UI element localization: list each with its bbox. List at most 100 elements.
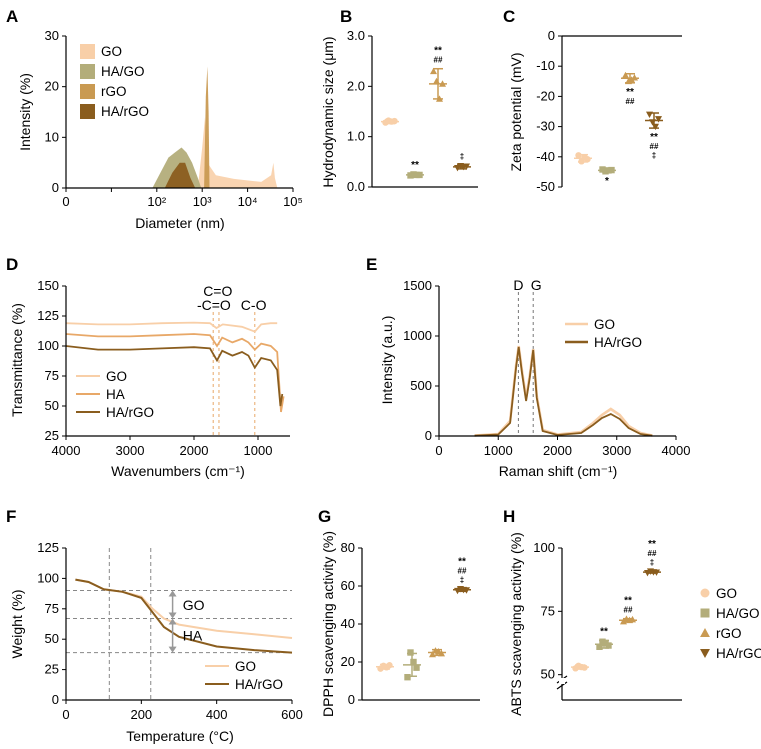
x-tick-label: 1000 xyxy=(244,443,273,458)
legend-label: HA/rGO xyxy=(594,335,642,350)
data-point xyxy=(386,662,393,669)
data-point xyxy=(608,166,615,174)
arrow-head xyxy=(168,590,177,597)
significance-label: ** xyxy=(648,539,656,550)
data-point xyxy=(621,71,630,79)
legend-label: GO xyxy=(101,44,122,59)
y-tick-label: 500 xyxy=(410,378,432,393)
legend-swatch xyxy=(80,44,95,59)
panel-h-ylabel: ABTS scavenging activity (%) xyxy=(508,532,524,716)
panel-label-e: E xyxy=(366,255,377,274)
panel-a-xlabel: Diameter (nm) xyxy=(135,215,224,231)
x-tick-label: 400 xyxy=(206,707,228,722)
legend-label: rGO xyxy=(101,84,127,99)
legend-label: GO xyxy=(235,659,256,674)
arrow-head xyxy=(168,618,177,625)
data-point xyxy=(654,116,663,123)
legend-swatch xyxy=(80,84,95,99)
legend-label: GO xyxy=(106,369,127,384)
y-tick-label: -20 xyxy=(536,88,555,103)
y-tick-label: 1500 xyxy=(403,278,432,293)
x-tick-label: 10⁵ xyxy=(283,194,303,209)
data-point xyxy=(410,658,417,666)
panel-b-ylabel: Hydrodynamic size (μm) xyxy=(320,36,336,187)
data-point xyxy=(575,152,582,159)
legend-marker xyxy=(700,608,710,618)
annotation: -C=O xyxy=(197,297,231,313)
legend-label: HA/rGO xyxy=(101,104,149,119)
significance-label: ‡ xyxy=(652,151,656,160)
legend-label: HA/rGO xyxy=(106,405,154,420)
y-tick-label: 75 xyxy=(541,603,555,618)
y-tick-label: 30 xyxy=(45,28,59,43)
panel-a-ylabel: Intensity (%) xyxy=(17,73,33,151)
significance-label: ‡ xyxy=(460,152,464,161)
y-tick-label: 25 xyxy=(45,662,59,677)
data-point xyxy=(407,649,414,656)
y-tick-label: 0 xyxy=(52,180,59,195)
significance-label: ‡ xyxy=(650,558,654,567)
y-tick-label: 1.0 xyxy=(347,129,365,144)
y-tick-label: 1000 xyxy=(403,328,432,343)
legend-marker xyxy=(700,588,710,598)
y-tick-label: 10 xyxy=(45,129,59,144)
panel-label-h: H xyxy=(503,507,515,526)
panel-f-xlabel: Temperature (°C) xyxy=(126,728,234,744)
significance-label: ## xyxy=(650,142,659,151)
y-tick-label: -30 xyxy=(536,119,555,134)
panel-c-zeta-potential: 0-10-20-30-40-50 ***##**##‡ Zeta potenti… xyxy=(508,28,682,194)
y-tick-label: 50 xyxy=(45,398,59,413)
x-tick-label: 4000 xyxy=(662,443,691,458)
legend-label: HA/GO xyxy=(716,606,760,621)
raman-series-go xyxy=(474,345,653,437)
ftir-series-ha-rgo xyxy=(65,345,284,407)
annotation: HA xyxy=(183,628,203,644)
legend-label: HA/GO xyxy=(101,64,145,79)
y-tick-label: 100 xyxy=(37,338,59,353)
ftir-series-go xyxy=(65,321,278,333)
significance-label: ** xyxy=(600,626,608,637)
x-tick-label: 4000 xyxy=(52,443,81,458)
significance-label: ## xyxy=(458,566,467,575)
y-tick-label: 100 xyxy=(37,570,59,585)
legend-label: GO xyxy=(594,317,615,332)
data-point xyxy=(462,587,471,594)
x-tick-label: 2000 xyxy=(543,443,572,458)
legend-label: HA xyxy=(106,387,125,402)
panel-d-ftir: 4000 3000 2000 1000 25 50 75 100 125 150 Transmit… xyxy=(9,278,290,479)
legend-marker xyxy=(700,628,710,638)
data-point xyxy=(596,643,603,650)
legend-marker xyxy=(700,648,710,658)
panel-e-ylabel: Intensity (a.u.) xyxy=(379,316,395,405)
raman-series-ha-rgo xyxy=(474,346,653,437)
y-tick-label: 0 xyxy=(548,28,555,43)
x-tick-label: 10² xyxy=(147,194,166,209)
data-point xyxy=(628,615,637,623)
x-tick-label: 0 xyxy=(435,443,442,458)
y-tick-label: 50 xyxy=(45,631,59,646)
data-point xyxy=(437,649,446,657)
y-tick-label: 2.0 xyxy=(347,78,365,93)
data-point xyxy=(645,111,654,119)
data-point xyxy=(627,76,636,83)
data-point xyxy=(438,80,447,87)
data-point xyxy=(581,664,588,671)
panel-d-ylabel: Transmittance (%) xyxy=(9,303,25,417)
y-tick-label: 100 xyxy=(533,540,555,555)
data-point xyxy=(630,74,639,81)
panel-a-dls-intensity: 0 10² 10³ 10⁴ 10⁵ 0 10 20 30 Intensity (%) Diame… xyxy=(17,28,303,231)
y-tick-label: 50 xyxy=(541,667,555,682)
panel-c-ylabel: Zeta potential (mV) xyxy=(508,52,524,171)
significance-label: ** xyxy=(626,87,634,98)
arrow-head xyxy=(168,646,177,653)
panel-label-b: B xyxy=(340,7,352,26)
x-tick-label: 3000 xyxy=(602,443,631,458)
significance-label: ## xyxy=(434,56,443,65)
annotation: G xyxy=(531,277,542,293)
significance-label: * xyxy=(605,176,609,187)
ftir-series-ha xyxy=(65,333,285,413)
data-point xyxy=(605,642,612,649)
